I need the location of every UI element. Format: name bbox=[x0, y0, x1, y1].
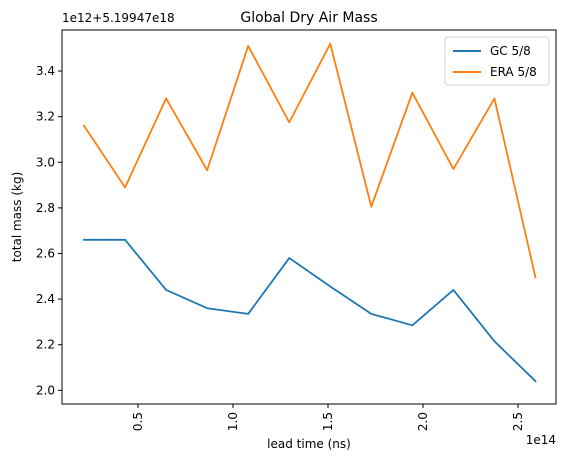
y-axis: 2.0 2.2 2.4 2.6 2.8 3.0 3.2 3.4 bbox=[36, 64, 62, 397]
x-tick-label: 2.5 bbox=[511, 412, 525, 431]
y-tick-label: 2.4 bbox=[36, 292, 55, 306]
legend-label-era: ERA 5/8 bbox=[490, 65, 537, 79]
y-tick-label: 3.2 bbox=[36, 110, 55, 124]
chart-title: Global Dry Air Mass bbox=[240, 10, 377, 26]
legend: GC 5/8 ERA 5/8 bbox=[444, 36, 550, 86]
legend-label-gc: GC 5/8 bbox=[490, 44, 531, 58]
series-line-era bbox=[82, 42, 537, 279]
y-offset-text: 1e12+5.19947e18 bbox=[62, 11, 175, 25]
x-axis-label: lead time (ns) bbox=[267, 437, 351, 451]
x-axis: 0.5 1.0 1.5 2.0 2.5 bbox=[131, 404, 525, 431]
y-tick-label: 3.4 bbox=[36, 64, 55, 78]
series-line-gc bbox=[83, 238, 537, 383]
x-tick-label: 1.5 bbox=[321, 412, 335, 431]
y-tick-label: 2.0 bbox=[36, 383, 55, 397]
x-tick-label: 2.0 bbox=[416, 412, 430, 431]
y-tick-label: 2.6 bbox=[36, 246, 55, 260]
y-axis-label: total mass (kg) bbox=[10, 172, 24, 263]
plot-area bbox=[82, 42, 537, 383]
y-tick-label: 3.0 bbox=[36, 155, 55, 169]
axes-frame bbox=[61, 29, 557, 405]
y-tick-label: 2.8 bbox=[36, 201, 55, 215]
y-tick-label: 2.2 bbox=[36, 338, 55, 352]
x-offset-text: 1e14 bbox=[526, 433, 556, 447]
x-tick-label: 1.0 bbox=[226, 412, 240, 431]
x-tick-label: 0.5 bbox=[131, 412, 145, 431]
